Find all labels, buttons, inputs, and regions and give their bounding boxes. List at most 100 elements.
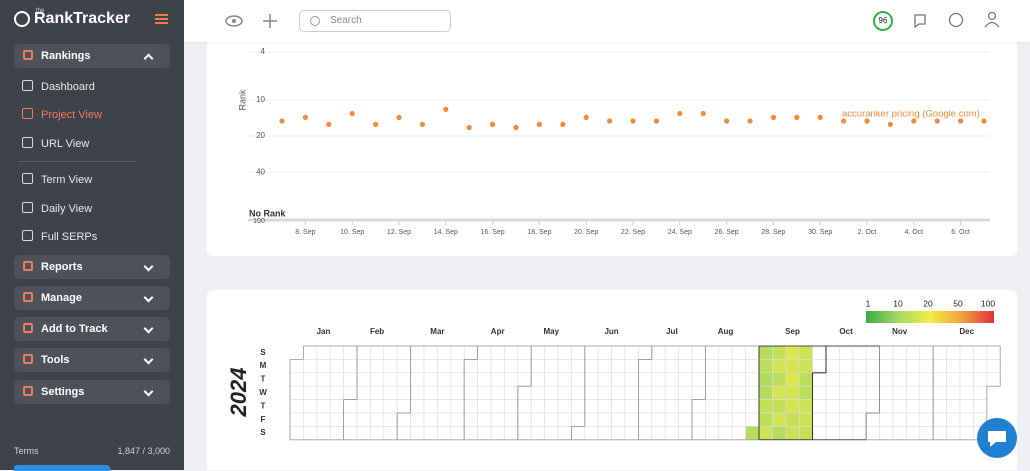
nav-full-serps[interactable]: Full SERPs <box>22 230 97 243</box>
day-cell <box>865 426 880 441</box>
nav-dashboard[interactable]: Dashboard <box>22 80 95 93</box>
day-cell <box>745 372 760 387</box>
day-cell <box>611 399 626 414</box>
nav-term-view[interactable]: Term View <box>22 173 92 186</box>
logo[interactable]: the RankTracker <box>14 8 130 28</box>
day-cell <box>423 359 438 374</box>
day-cell <box>664 345 679 360</box>
day-cell <box>463 385 478 400</box>
day-cell <box>343 372 358 387</box>
day-cell <box>959 426 974 441</box>
nav-label: Tools <box>41 354 70 366</box>
day-cell <box>691 412 706 427</box>
day-cell <box>691 426 706 441</box>
nav-add-to-track[interactable]: Add to Track <box>14 317 170 341</box>
nav-settings[interactable]: Settings <box>14 380 170 404</box>
day-cell <box>651 412 666 427</box>
day-cell <box>919 399 934 414</box>
legend-label: 100 <box>981 298 995 308</box>
nav-url-view[interactable]: URL View <box>22 137 89 150</box>
nav-rankings[interactable]: Rankings <box>14 44 170 68</box>
day-cell <box>638 426 653 441</box>
day-cell <box>785 359 800 374</box>
nav-project-view[interactable]: Project View <box>22 108 102 121</box>
day-cell <box>932 412 947 427</box>
day-cell <box>517 426 532 441</box>
add-icon[interactable] <box>263 14 277 28</box>
data-point <box>794 114 800 120</box>
day-cell <box>584 385 599 400</box>
sidebar: the RankTracker Rankings Dashboard Projec… <box>0 0 184 471</box>
day-cell <box>611 359 626 374</box>
day-cell <box>812 399 827 414</box>
x-tick-label: 8. Sep <box>295 229 315 236</box>
data-point <box>513 124 519 131</box>
day-cell <box>825 426 840 441</box>
nav-manage[interactable]: Manage <box>14 286 170 310</box>
day-cell <box>490 345 505 360</box>
day-cell <box>731 345 746 360</box>
day-cell <box>557 372 572 387</box>
day-cell <box>396 412 411 427</box>
x-tick-label: 12. Sep <box>387 229 411 236</box>
month-label: Apr <box>491 327 505 336</box>
day-cell <box>437 359 452 374</box>
terms-link[interactable]: Terms <box>14 446 39 456</box>
day-cell <box>383 385 398 400</box>
day-cell <box>303 359 318 374</box>
day-cell <box>892 372 907 387</box>
nav-tools[interactable]: Tools <box>14 348 170 372</box>
data-point <box>981 118 987 124</box>
search-box[interactable]: Search <box>299 10 451 32</box>
day-cell <box>316 359 331 374</box>
day-cell <box>638 385 653 400</box>
day-cell <box>490 399 505 414</box>
data-point <box>466 124 472 131</box>
eye-icon[interactable] <box>225 15 243 27</box>
weekday-label: F <box>261 415 266 424</box>
day-cell <box>664 426 679 441</box>
day-cell <box>772 359 787 374</box>
nav-daily-view[interactable]: Daily View <box>22 202 92 215</box>
day-cell <box>664 399 679 414</box>
day-cell <box>624 426 639 441</box>
day-cell <box>356 399 371 414</box>
day-cell <box>477 426 492 441</box>
day-cell <box>383 426 398 441</box>
day-cell <box>544 345 559 360</box>
feedback-icon[interactable] <box>914 14 926 29</box>
menu-toggle[interactable] <box>155 14 168 16</box>
day-cell <box>316 372 331 387</box>
day-cell <box>343 345 358 360</box>
day-cell <box>517 399 532 414</box>
day-cell <box>839 345 854 360</box>
day-cell <box>504 345 519 360</box>
day-cell <box>865 412 880 427</box>
day-cell <box>544 385 559 400</box>
day-cell <box>772 372 787 387</box>
day-cell <box>839 385 854 400</box>
score-badge[interactable]: 96 <box>873 11 893 31</box>
nav-reports[interactable]: Reports <box>14 255 170 279</box>
day-cell <box>892 359 907 374</box>
nav-label: Full SERPs <box>41 231 98 243</box>
day-cell <box>597 426 612 441</box>
day-cell <box>316 345 331 360</box>
help-icon[interactable] <box>948 12 964 28</box>
day-cell <box>772 399 787 414</box>
day-cell <box>879 399 894 414</box>
day-cell <box>517 345 532 360</box>
day-cell <box>450 412 465 427</box>
day-cell <box>785 426 800 441</box>
data-point <box>864 118 870 124</box>
day-cell <box>879 385 894 400</box>
day-cell <box>356 426 371 441</box>
day-cell <box>731 426 746 441</box>
day-cell <box>490 359 505 374</box>
upgrade-button[interactable] <box>14 465 110 471</box>
user-icon[interactable] <box>987 11 997 21</box>
logo-prefix: the <box>36 8 45 14</box>
day-cell <box>664 359 679 374</box>
day-cell <box>329 372 344 387</box>
